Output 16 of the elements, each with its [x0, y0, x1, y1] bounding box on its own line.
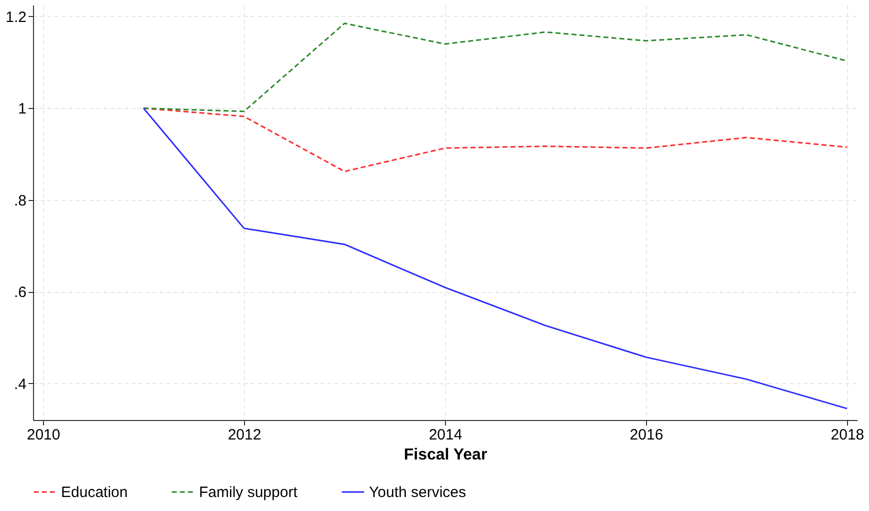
- y-tick-label: .6: [14, 284, 26, 302]
- y-tick-label: 1: [18, 100, 26, 118]
- x-tick-label: 2012: [228, 426, 262, 444]
- y-tick-label: 1.2: [6, 8, 26, 26]
- legend-label: Education: [61, 484, 128, 501]
- line-series: [142, 22, 848, 112]
- y-tick-label: .8: [14, 192, 26, 210]
- x-axis-title: Fiscal Year: [404, 446, 488, 464]
- legend-label: Youth services: [369, 484, 466, 501]
- line-series: [142, 107, 848, 410]
- x-tick-label: 2016: [630, 426, 664, 444]
- x-tick-label: 2010: [26, 426, 60, 444]
- legend-label: Family support: [199, 484, 298, 501]
- x-tick-label: 2014: [428, 426, 462, 444]
- x-tick-label: 2018: [830, 426, 864, 444]
- y-tick-label: .4: [14, 376, 26, 393]
